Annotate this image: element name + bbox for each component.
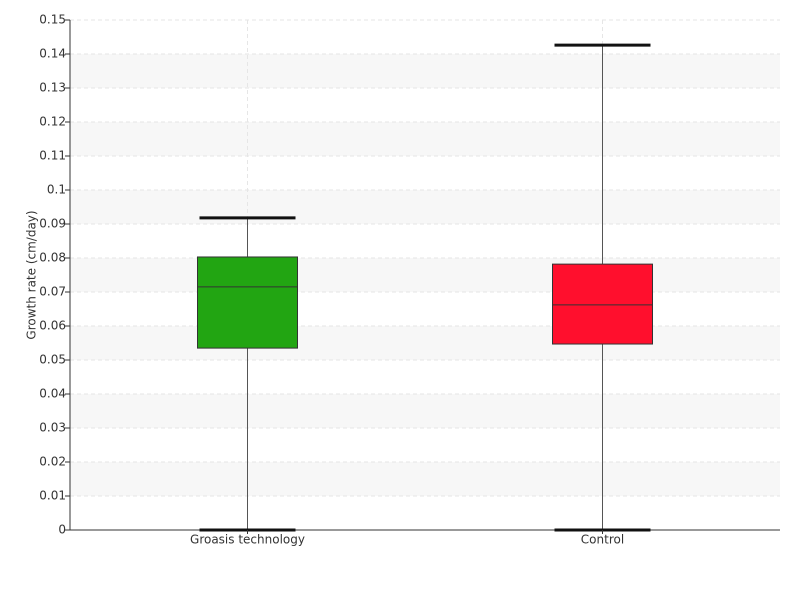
y-tick-label: 0.15 [39,13,66,27]
grid-band [70,258,780,292]
grid-band [70,326,780,360]
y-tick-label: 0.06 [39,319,66,333]
x-tick-label: Control [581,533,624,547]
y-tick-label: 0.12 [39,115,66,129]
y-tick-label: 0.1 [47,183,66,197]
y-tick-label: 0.01 [39,489,66,503]
y-tick-label: 0.14 [39,47,66,61]
grid-band [70,122,780,156]
box [552,263,653,345]
box [197,256,298,349]
y-tick-label: 0.05 [39,353,66,367]
grid-band [70,462,780,496]
y-tick-label: 0.03 [39,421,66,435]
grid-band [70,190,780,224]
x-tick-label: Groasis technology [190,533,305,547]
y-tick-label: 0.11 [39,149,66,163]
grid-band [70,54,780,88]
y-tick-label: 0 [58,523,66,537]
y-tick-label: 0.08 [39,251,66,265]
y-tick-label: 0.04 [39,387,66,401]
y-tick-label: 0.07 [39,285,66,299]
y-tick-label: 0.13 [39,81,66,95]
y-tick-label: 0.02 [39,455,66,469]
y-axis-label: Growth rate (cm/day) [25,210,39,339]
y-tick-label: 0.09 [39,217,66,231]
grid-band [70,394,780,428]
